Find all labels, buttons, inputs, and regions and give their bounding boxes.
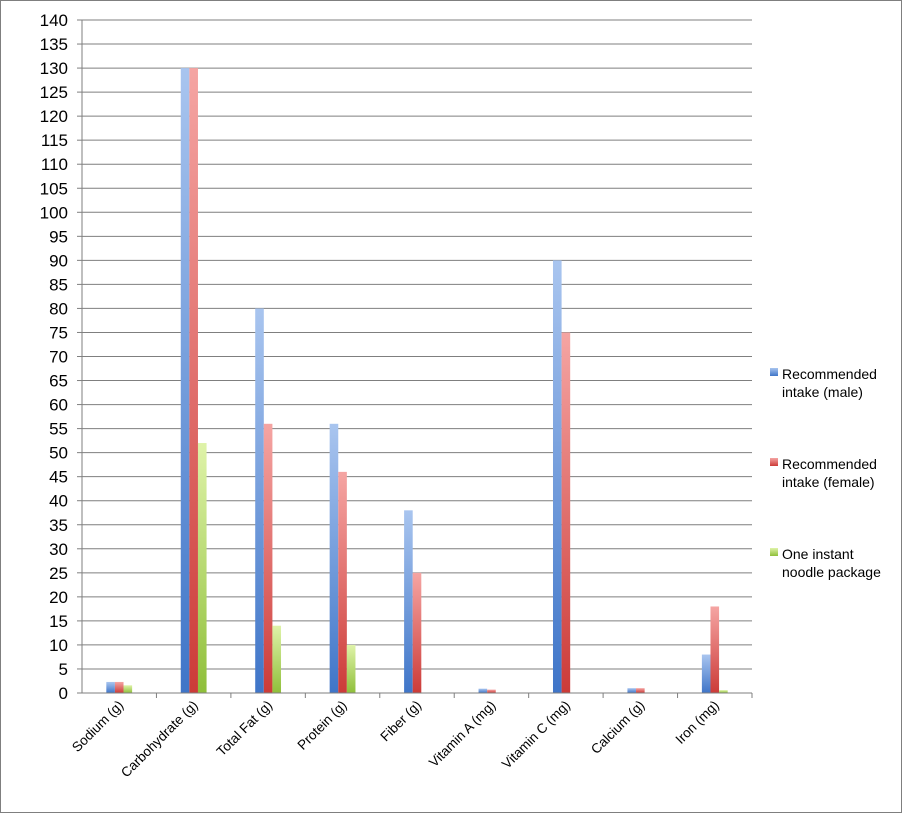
- y-tick-label: 90: [49, 251, 68, 270]
- y-tick-label: 130: [40, 59, 68, 78]
- y-tick-label: 15: [49, 612, 68, 631]
- y-tick-label: 65: [49, 372, 68, 391]
- x-tick-label: Carbohydrate (g): [118, 698, 201, 781]
- bar: [255, 308, 264, 693]
- y-tick-label: 115: [41, 131, 68, 150]
- legend-label: Recommended intake (male): [782, 366, 877, 400]
- bar: [636, 688, 645, 693]
- legend-item: Recommended intake (female): [770, 456, 877, 490]
- bar: [106, 681, 115, 693]
- y-tick-label: 35: [49, 516, 68, 535]
- bar: [197, 443, 207, 693]
- x-axis-ticks: Sodium (g)Carbohydrate (g) Total Fat (g) P…: [69, 693, 753, 781]
- y-tick-label: 80: [49, 299, 68, 318]
- bar: [189, 68, 198, 693]
- legend-label: Recommended intake (female): [782, 456, 877, 490]
- legend-swatch: [770, 548, 778, 556]
- x-tick-label: Vitamin C (mg): [499, 698, 573, 772]
- y-tick-label: 0: [59, 684, 68, 703]
- bar: [114, 681, 124, 693]
- bar: [627, 688, 637, 693]
- bar: [329, 423, 339, 693]
- y-tick-label: 40: [49, 492, 68, 511]
- y-tick-label: 5: [59, 660, 68, 679]
- bars: [106, 68, 728, 693]
- y-tick-label: 120: [40, 107, 68, 126]
- legend: Recommended intake (male) Recommended intak…: [770, 366, 881, 580]
- bar: [552, 260, 562, 693]
- bar: [346, 644, 356, 693]
- legend-label: One instant noodle package: [782, 546, 881, 580]
- y-tick-label: 140: [40, 11, 68, 30]
- bar: [263, 423, 273, 693]
- y-tick-label: 30: [49, 540, 68, 559]
- y-tick-label: 60: [49, 396, 68, 415]
- y-tick-label: 10: [49, 636, 68, 655]
- legend-item: Recommended intake (male): [770, 366, 877, 400]
- bar: [487, 689, 496, 693]
- y-tick-label: 25: [49, 564, 68, 583]
- bar: [478, 688, 488, 693]
- bar: [710, 606, 720, 693]
- y-tick-label: 20: [49, 588, 68, 607]
- legend-swatch: [770, 368, 778, 376]
- x-tick-label: Iron (mg): [673, 698, 722, 747]
- bar: [719, 690, 728, 693]
- y-tick-label: 105: [40, 179, 68, 198]
- y-tick-label: 50: [49, 444, 68, 463]
- y-tick-label: 100: [40, 203, 68, 222]
- y-tick-label: 70: [49, 348, 68, 367]
- y-tick-label: 110: [41, 155, 68, 174]
- bar: [123, 685, 133, 693]
- x-tick-label: Vitamin A (mg): [426, 698, 499, 771]
- bar: [272, 625, 282, 693]
- x-tick-label: Fiber (g): [377, 698, 424, 745]
- bar: [561, 332, 571, 693]
- legend-item: One instant noodle package: [770, 546, 881, 580]
- y-tick-label: 75: [49, 323, 68, 342]
- x-tick-label: Sodium (g): [69, 698, 126, 755]
- y-tick-label: 95: [49, 227, 68, 246]
- x-tick-label: Protein (g): [295, 698, 350, 753]
- bar: [338, 471, 347, 693]
- bar: [180, 68, 190, 693]
- y-axis-ticks: 0 5 10 15 20 25 30 35 40 45 50 55 60 65 70 75 80 85 90 95 10…: [40, 11, 82, 703]
- bar: [701, 654, 711, 693]
- y-tick-label: 125: [40, 83, 68, 102]
- x-tick-label: Total Fat (g): [214, 698, 276, 760]
- legend-swatch: [770, 458, 778, 466]
- y-tick-label: 85: [49, 275, 68, 294]
- bar: [412, 572, 422, 693]
- axes: [81, 20, 752, 694]
- x-tick-label: Calcium (g): [588, 698, 647, 757]
- bar: [404, 510, 413, 693]
- y-tick-label: 135: [40, 35, 68, 54]
- y-tick-label: 55: [49, 420, 68, 439]
- y-tick-label: 45: [49, 468, 68, 487]
